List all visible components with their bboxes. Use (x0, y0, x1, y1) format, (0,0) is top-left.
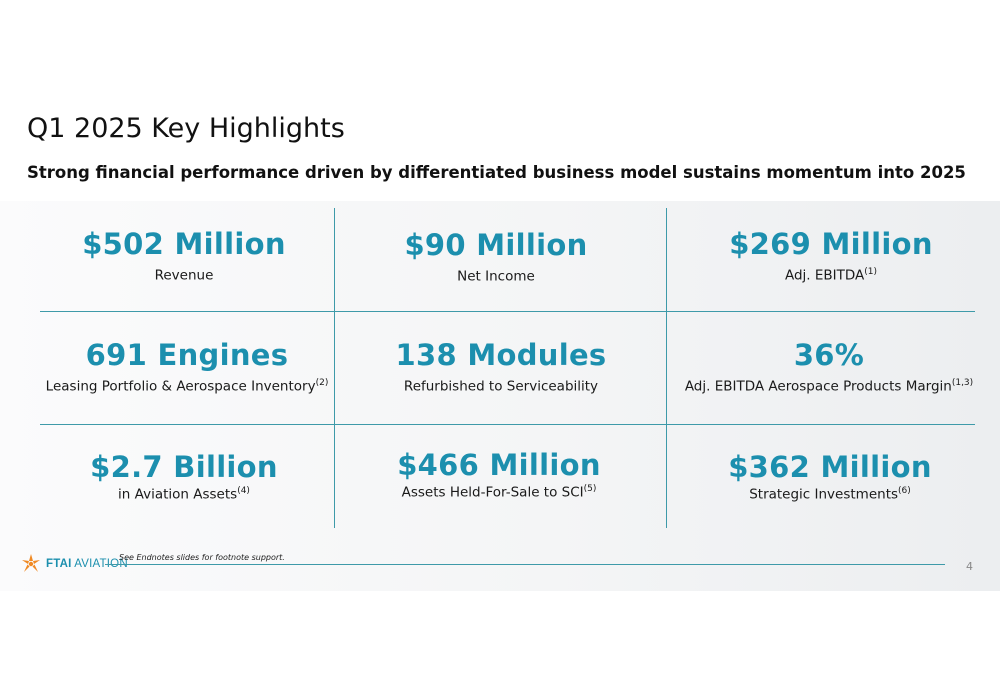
metric-engines: 691 Engines Leasing Portfolio & Aerospac… (31, 338, 343, 395)
metric-value: $362 Million (728, 450, 932, 484)
metric-value: $90 Million (404, 228, 588, 262)
metric-label: Revenue (154, 267, 214, 284)
metric-value: $269 Million (729, 227, 933, 261)
metric-label: Net Income (457, 268, 535, 285)
company-logo: FTAI AVIATION (20, 553, 128, 575)
grid-divider (666, 208, 667, 528)
metric-strategic-investments: $362 Million Strategic Investments(6) (674, 450, 986, 503)
highlights-panel (0, 201, 1000, 591)
ftai-logo-icon (22, 554, 40, 572)
slide-subtitle: Strong financial performance driven by d… (27, 163, 966, 182)
metric-revenue: $502 Million Revenue (28, 227, 340, 284)
metric-label: Refurbished to Serviceability (403, 378, 599, 395)
metric-adj-ebitda: $269 Million Adj. EBITDA(1) (675, 227, 987, 284)
metric-held-for-sale: $466 Million Assets Held-For-Sale to SCI… (343, 448, 655, 501)
grid-divider (334, 208, 335, 528)
footnote: See Endnotes slides for footnote support… (119, 553, 285, 562)
metrics-grid: $502 Million Revenue $90 Million Net Inc… (40, 208, 975, 528)
metric-label: Adj. EBITDA(1) (784, 267, 878, 284)
metric-label: Strategic Investments(6) (749, 486, 911, 503)
footer-rule (105, 564, 945, 565)
metric-label: Leasing Portfolio & Aerospace Inventory(… (45, 378, 329, 395)
grid-divider (40, 424, 975, 425)
metric-value: $466 Million (397, 448, 601, 482)
metric-value: $502 Million (82, 227, 286, 261)
metric-label: in Aviation Assets(4) (118, 486, 250, 503)
metric-net-income: $90 Million Net Income (340, 228, 652, 285)
page-number: 4 (966, 560, 973, 573)
metric-label: Assets Held-For-Sale to SCI(5) (401, 484, 597, 501)
slide-title: Q1 2025 Key Highlights (27, 113, 345, 144)
metric-value: 691 Engines (85, 338, 289, 372)
logo-text: FTAI AVIATION (46, 558, 128, 570)
metric-value: $2.7 Billion (90, 450, 278, 484)
metric-value: 36% (793, 338, 865, 372)
metric-label: Adj. EBITDA Aerospace Products Margin(1,… (684, 378, 974, 395)
metric-ebitda-margin: 36% Adj. EBITDA Aerospace Products Margi… (673, 338, 985, 395)
metric-value: 138 Modules (395, 338, 607, 372)
grid-divider (40, 311, 975, 312)
metric-aviation-assets: $2.7 Billion in Aviation Assets(4) (28, 450, 340, 503)
metric-modules: 138 Modules Refurbished to Serviceabilit… (345, 338, 657, 395)
